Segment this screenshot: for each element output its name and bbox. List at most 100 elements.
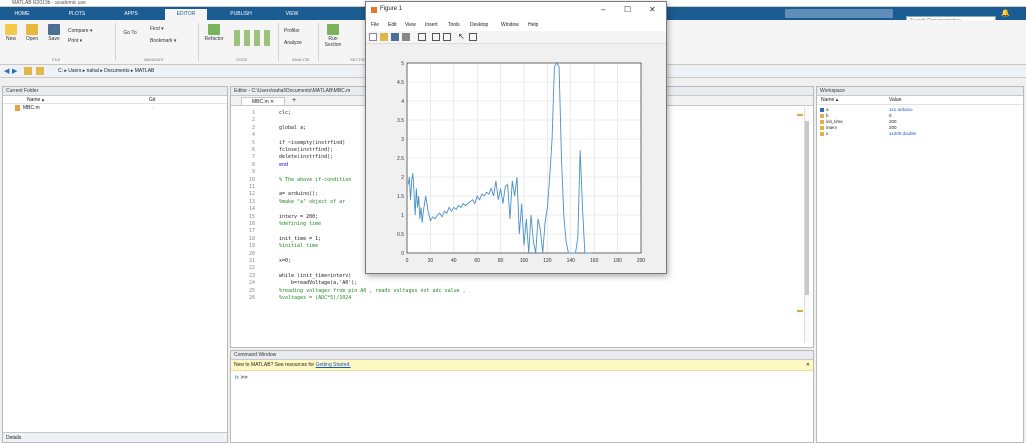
code-line[interactable]: 19 %initial time xyxy=(231,243,813,250)
warning-marker[interactable] xyxy=(797,114,803,116)
file-row[interactable]: MBC.m . xyxy=(3,104,227,112)
insert-legend-icon[interactable] xyxy=(443,33,451,41)
details-bar[interactable]: Details xyxy=(3,432,227,442)
maximize-button[interactable]: ☐ xyxy=(624,5,632,14)
code-line[interactable]: 25 %reading voltages from pin A0 , reads … xyxy=(231,288,813,295)
menu-insert[interactable]: Insert xyxy=(425,22,438,28)
column-git[interactable]: Git xyxy=(149,97,156,103)
code-line[interactable]: 5 if ~isempty(instrfind) xyxy=(231,140,813,147)
code-line[interactable]: 3 global a; xyxy=(231,125,813,132)
back-arrow-icon[interactable]: ◀ xyxy=(4,68,10,75)
code-line[interactable]: 20 xyxy=(231,251,813,258)
bell-icon[interactable]: 🔔 xyxy=(1001,10,1010,17)
code-line[interactable]: 22 xyxy=(231,265,813,272)
line-plot[interactable]: 0 20 40 60 80 100 120 140 160 180 200 0 0.5 1 1.5 2 2.5 3… xyxy=(367,45,665,273)
tab-home[interactable]: HOME xyxy=(14,11,30,17)
code-line[interactable]: 12 a= arduino(); xyxy=(231,191,813,198)
menu-edit[interactable]: Edit xyxy=(388,22,397,28)
code-line[interactable]: 9 xyxy=(231,169,813,176)
code-line[interactable]: 21 x=0; xyxy=(231,258,813,265)
close-notice-icon[interactable]: ✕ xyxy=(805,362,810,368)
tab-editor[interactable]: EDITOR xyxy=(165,9,207,20)
goto-button[interactable]: Go To xyxy=(123,30,137,36)
matlab-logo-icon xyxy=(371,7,377,13)
bookmark-button[interactable]: Bookmark ▾ xyxy=(150,38,177,44)
code-line[interactable]: 16 %defining time xyxy=(231,221,813,228)
find-button[interactable]: Find ▾ xyxy=(150,26,164,32)
warning-marker[interactable] xyxy=(797,310,803,312)
code-line[interactable]: 13 %make "a" object of ar xyxy=(231,199,813,206)
file-name: MBC.m xyxy=(23,105,40,111)
column-value[interactable]: Value xyxy=(889,97,902,103)
close-button[interactable]: ✕ xyxy=(649,5,656,14)
editor-scrollbar[interactable] xyxy=(797,107,809,343)
print-button[interactable]: Print ▾ xyxy=(68,38,83,44)
print-figure-icon[interactable] xyxy=(402,33,410,41)
new-button[interactable]: New xyxy=(4,24,18,42)
code-line[interactable]: 26 %voltages = (ADC*5)/1024 xyxy=(231,295,813,302)
code-line[interactable]: 18 init_time = 1; xyxy=(231,236,813,243)
save-button[interactable]: Save xyxy=(46,24,62,42)
insert-colorbar-icon[interactable] xyxy=(432,33,440,41)
code-line[interactable]: 8 end xyxy=(231,162,813,169)
plot-tools-icon[interactable] xyxy=(469,33,477,41)
add-tab-button[interactable]: + xyxy=(291,97,297,104)
tab-plots[interactable]: PLOTS xyxy=(68,11,86,17)
editor-scroll-thumb[interactable] xyxy=(805,121,809,295)
code-line[interactable]: 11 xyxy=(231,184,813,191)
code-text: %make "a" object of ar xyxy=(279,198,346,205)
code-line[interactable]: 15 interv = 200; xyxy=(231,214,813,221)
code-text: if ~isempty(instrfind) xyxy=(279,139,346,146)
column-name[interactable]: Name ▴ xyxy=(27,97,45,103)
open-figure-icon[interactable] xyxy=(380,33,388,41)
quick-access-toolbar[interactable] xyxy=(785,9,893,18)
getting-started-link[interactable]: Getting Started. xyxy=(315,362,351,368)
tab-apps[interactable]: APPS xyxy=(124,11,138,17)
current-path[interactable]: C: ▸ Users ▸ nahal ▸ Documents ▸ MATLAB xyxy=(58,68,155,74)
editor-tab-mbc[interactable]: MBC.m ✕ xyxy=(241,97,286,106)
menu-tools[interactable]: Tools xyxy=(448,22,460,28)
workspace-variable-row[interactable]: a 1x1 arduino xyxy=(817,107,1023,113)
compare-button[interactable]: Compare ▾ xyxy=(68,28,93,34)
pointer-icon[interactable]: ↖ xyxy=(458,32,465,41)
link-plot-icon[interactable] xyxy=(418,33,426,41)
divider xyxy=(115,23,116,61)
tab-view[interactable]: VIEW xyxy=(285,11,299,17)
browse-folder-icon[interactable] xyxy=(36,67,44,75)
minimize-button[interactable]: – xyxy=(601,5,606,14)
forward-arrow-icon[interactable]: ▶ xyxy=(12,68,18,75)
code-line[interactable]: 24 b=readVoltage(a,'A0'); xyxy=(231,280,813,287)
menu-desktop[interactable]: Desktop xyxy=(470,22,489,28)
code-line[interactable]: 2 xyxy=(231,117,813,124)
getting-started-notice: New to MATLAB? See resources for Getting… xyxy=(231,360,813,371)
code-line[interactable]: 4 xyxy=(231,132,813,139)
code-line[interactable]: 23 while (init_time<interv) xyxy=(231,273,813,280)
refactor-button[interactable]: Refactor xyxy=(204,24,224,42)
menu-view[interactable]: View xyxy=(405,22,416,28)
profiler-button[interactable]: Profiler xyxy=(284,28,300,34)
workspace-variable-row[interactable]: init_time 200 xyxy=(817,119,1023,125)
workspace-variable-row[interactable]: x 1x200 double xyxy=(817,131,1023,137)
analyze-button[interactable]: Analyze xyxy=(284,40,302,46)
workspace-variable-row[interactable]: interv 200 xyxy=(817,125,1023,131)
code-line[interactable]: 14 xyxy=(231,206,813,213)
tab-publish[interactable]: PUBLISH xyxy=(230,11,252,17)
save-figure-icon[interactable] xyxy=(391,33,399,41)
open-button[interactable]: Open xyxy=(24,24,40,42)
code-line[interactable]: 7 delete(instrfind); xyxy=(231,154,813,161)
code-line[interactable]: 17 xyxy=(231,228,813,235)
run-section-button[interactable]: Run Section xyxy=(322,24,344,48)
new-figure-icon[interactable] xyxy=(369,33,377,41)
command-prompt[interactable]: fx >> xyxy=(231,371,813,384)
code-area[interactable]: 1 clc; 2 3 global a; 4 5 if ~isempty(instrfind)… xyxy=(231,106,813,346)
code-line[interactable]: 6 fclose(instrfind); xyxy=(231,147,813,154)
column-name[interactable]: Name ▴ xyxy=(821,97,839,103)
code-format-icons[interactable] xyxy=(234,30,274,46)
code-line[interactable]: 1 clc; xyxy=(231,110,813,117)
menu-help[interactable]: Help xyxy=(528,22,539,28)
menu-window[interactable]: Window xyxy=(501,22,519,28)
menu-file[interactable]: File xyxy=(371,22,380,28)
up-folder-icon[interactable] xyxy=(24,67,32,75)
code-line[interactable]: 10 % The above if-condition xyxy=(231,177,813,184)
